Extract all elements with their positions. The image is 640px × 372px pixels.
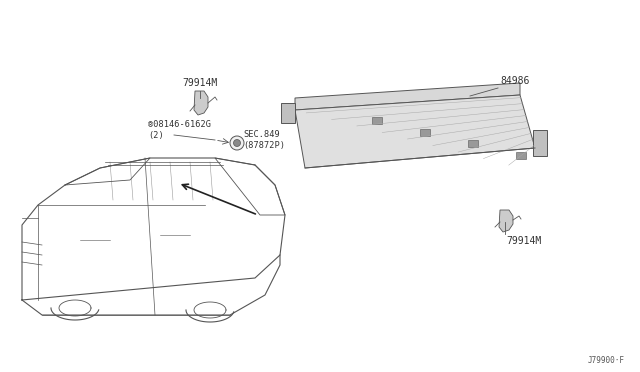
Text: 79914M: 79914M [506, 236, 541, 246]
Polygon shape [533, 130, 547, 156]
Text: J79900·F: J79900·F [588, 356, 625, 365]
Bar [468, 140, 477, 147]
Text: ®08146-6162G
(2): ®08146-6162G (2) [148, 120, 211, 140]
Bar [516, 152, 525, 159]
Text: SEC.849
(87872P): SEC.849 (87872P) [243, 130, 285, 150]
Bar [420, 129, 429, 136]
Circle shape [230, 136, 244, 150]
Polygon shape [295, 95, 535, 168]
Polygon shape [295, 83, 520, 110]
Polygon shape [281, 103, 295, 123]
Circle shape [234, 140, 241, 147]
Text: 79914M: 79914M [182, 78, 218, 88]
Bar [372, 117, 381, 124]
Polygon shape [499, 210, 513, 232]
Text: 84986: 84986 [500, 76, 529, 86]
Polygon shape [194, 91, 208, 115]
